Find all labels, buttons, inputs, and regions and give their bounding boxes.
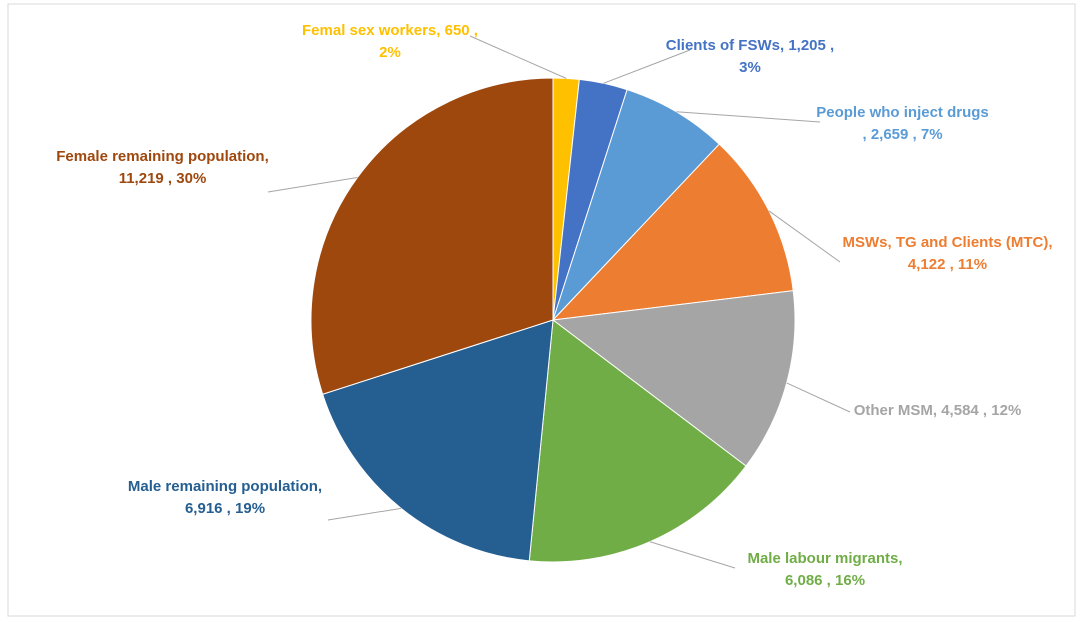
leader-line bbox=[603, 49, 691, 84]
label-value: 1,205 , 3% bbox=[739, 37, 835, 76]
label-name: Other MSM, bbox=[853, 402, 938, 419]
data-label: Male labour migrants, 6,086 , 16% bbox=[735, 548, 915, 592]
pie-slice bbox=[551, 143, 794, 321]
label-value: 650 , 2% bbox=[379, 22, 478, 61]
data-label: People who inject drugs , 2,659 , 7% bbox=[815, 102, 990, 146]
label-name: MSWs, TG and Clients (MTC), bbox=[842, 234, 1053, 251]
pie-slice bbox=[310, 77, 554, 395]
chart-border bbox=[7, 3, 1076, 617]
label-name: People who inject drugs , bbox=[816, 104, 989, 143]
leader-line bbox=[649, 541, 736, 569]
pie-slice bbox=[552, 89, 720, 321]
label-value: 4,122 , 11% bbox=[907, 256, 988, 273]
leader-line bbox=[676, 111, 821, 123]
leader-line bbox=[327, 507, 402, 521]
data-label: Other MSM, 4,584 , 12% bbox=[845, 400, 1030, 422]
data-label: Male remaining population, 6,916 , 19% bbox=[125, 476, 325, 520]
leader-line bbox=[768, 210, 841, 263]
leader-line bbox=[786, 382, 851, 413]
data-label: MSWs, TG and Clients (MTC), 4,122 , 11% bbox=[840, 232, 1055, 276]
label-name: Male remaining population, bbox=[127, 478, 323, 495]
label-value: 2,659 , 7% bbox=[870, 126, 943, 143]
label-value: 6,916 , 19% bbox=[184, 500, 266, 517]
label-value: 11,219 , 30% bbox=[118, 170, 207, 187]
leader-line bbox=[469, 35, 567, 79]
label-name: Female remaining population, bbox=[56, 148, 269, 165]
label-value: 6,086 , 16% bbox=[784, 572, 866, 589]
label-value: 4,584 , 12% bbox=[941, 402, 1022, 419]
leader-line bbox=[267, 177, 358, 193]
data-label: Female remaining population, 11,219 , 30… bbox=[55, 146, 270, 190]
label-name: Male labour migrants, bbox=[747, 550, 903, 567]
label-name: Femal sex workers, bbox=[302, 22, 441, 39]
pie-slice bbox=[551, 290, 796, 467]
data-label: Femal sex workers, 650 , 2% bbox=[290, 20, 490, 64]
label-name: Clients of FSWs, bbox=[665, 37, 785, 54]
data-label: Clients of FSWs, 1,205 , 3% bbox=[665, 35, 835, 79]
